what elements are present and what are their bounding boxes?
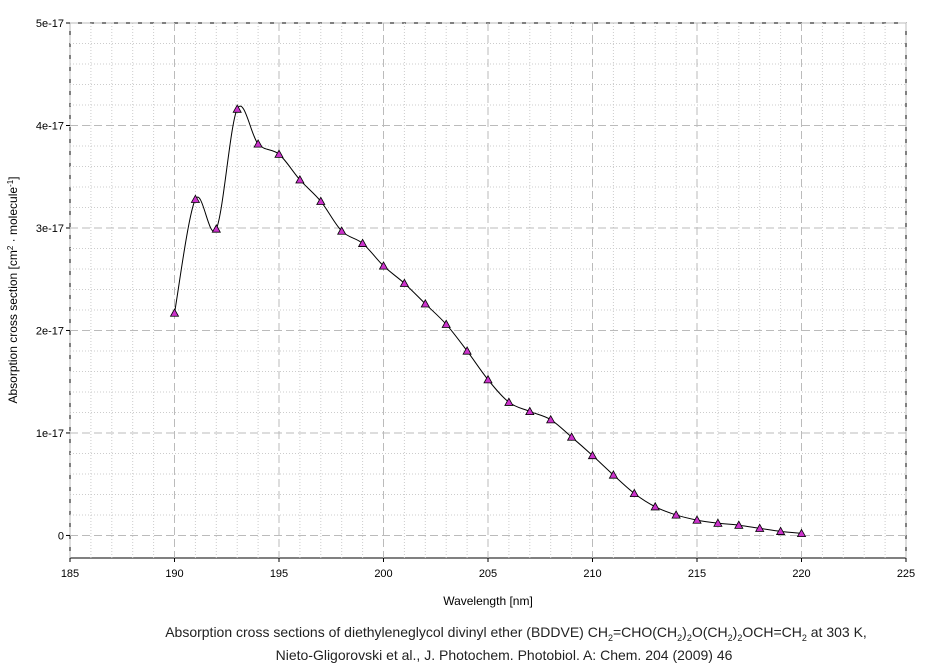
data-point-marker: [295, 174, 305, 184]
data-point-marker: [378, 261, 389, 270]
x-tick-label: 225: [897, 568, 915, 580]
data-point-marker: [190, 194, 201, 203]
data-point-marker: [546, 414, 556, 424]
caption-subscript: 2: [607, 632, 613, 643]
grid: [69, 22, 907, 558]
series-markers: [169, 104, 807, 538]
y-tick-label: 0: [58, 530, 64, 542]
absorption-chart: 185 190 195 200 205 210 215 220 225 0 1e-17 2e-17 3…: [6, 18, 916, 608]
caption-text: =CHO(CH: [612, 624, 678, 640]
data-point-marker: [211, 224, 221, 233]
data-point-marker: [734, 520, 744, 529]
data-point-marker: [775, 526, 786, 535]
x-axis-title: Wavelength [nm]: [443, 594, 533, 608]
caption-text: at 303 K,: [806, 624, 867, 640]
data-point-marker: [629, 488, 639, 498]
x-axis-ticks: 185 190 195 200 205 210 215 220 225: [61, 558, 915, 580]
caption-subscript: 2: [727, 632, 733, 643]
caption-subscript: 2: [801, 632, 807, 643]
data-point-marker: [650, 501, 660, 511]
y-axis-ticks: 0 1e-17 2e-17 3e-17 4e-17 5e-17: [36, 18, 70, 542]
data-point-marker: [713, 518, 723, 527]
data-point-marker: [608, 470, 619, 479]
data-point-marker: [337, 226, 347, 235]
caption-subscript: 2: [677, 632, 683, 643]
data-point-marker: [525, 406, 535, 416]
data-point-marker: [441, 319, 451, 328]
y-axis-title-superscript: 2: [6, 245, 15, 250]
caption-text: OCH=CH: [742, 624, 802, 640]
caption-line-1: Absorption cross sections of diethyleneg…: [48, 624, 936, 643]
y-tick-label: 2e-17: [36, 325, 64, 337]
caption-text: O(CH: [691, 624, 728, 640]
data-point-marker: [462, 346, 472, 355]
x-tick-label: 215: [688, 568, 706, 580]
y-tick-label: 1e-17: [36, 428, 64, 440]
data-point-marker: [671, 510, 681, 519]
data-point-marker: [692, 515, 702, 524]
caption-text: Absorption cross sections of diethyleneg…: [165, 624, 608, 640]
y-axis-title-part: · molecule: [6, 187, 20, 246]
data-point-marker: [169, 308, 180, 317]
data-point-marker: [504, 397, 514, 406]
y-axis-title-superscript: -1: [6, 179, 15, 187]
x-tick-label: 190: [165, 568, 183, 580]
y-tick-label: 4e-17: [36, 120, 64, 132]
caption-line-2: Nieto-Gligorovski et al., J. Photochem. …: [275, 647, 733, 663]
data-point-marker: [755, 523, 765, 532]
y-tick-label: 5e-17: [36, 18, 64, 30]
caption-text: ): [682, 624, 687, 640]
y-tick-label: 3e-17: [36, 223, 64, 235]
caption-text: ): [732, 624, 738, 640]
data-point-marker: [566, 432, 577, 441]
data-point-marker: [420, 299, 430, 308]
data-point-marker: [587, 450, 598, 460]
data-point-marker: [483, 374, 493, 384]
x-tick-label: 185: [61, 568, 79, 580]
data-point-marker: [399, 278, 410, 287]
x-tick-label: 220: [792, 568, 810, 580]
data-point-marker: [357, 238, 368, 247]
data-point-marker: [796, 528, 807, 538]
data-point-marker: [274, 149, 284, 158]
x-tick-label: 210: [583, 568, 601, 580]
y-axis-title-part: ]: [6, 176, 20, 179]
x-tick-label: 200: [374, 568, 392, 580]
data-point-marker: [232, 104, 242, 113]
caption-subscript: 2: [737, 632, 743, 643]
data-point-marker: [253, 139, 263, 148]
y-axis-title-part: Absorption cross section [cm: [6, 250, 20, 403]
y-axis-title: Absorption cross section [cm2 · molecule…: [6, 176, 21, 403]
x-tick-label: 195: [270, 568, 288, 580]
caption-subscript: 2: [686, 632, 692, 643]
x-tick-label: 205: [479, 568, 497, 580]
data-point-marker: [316, 196, 326, 205]
